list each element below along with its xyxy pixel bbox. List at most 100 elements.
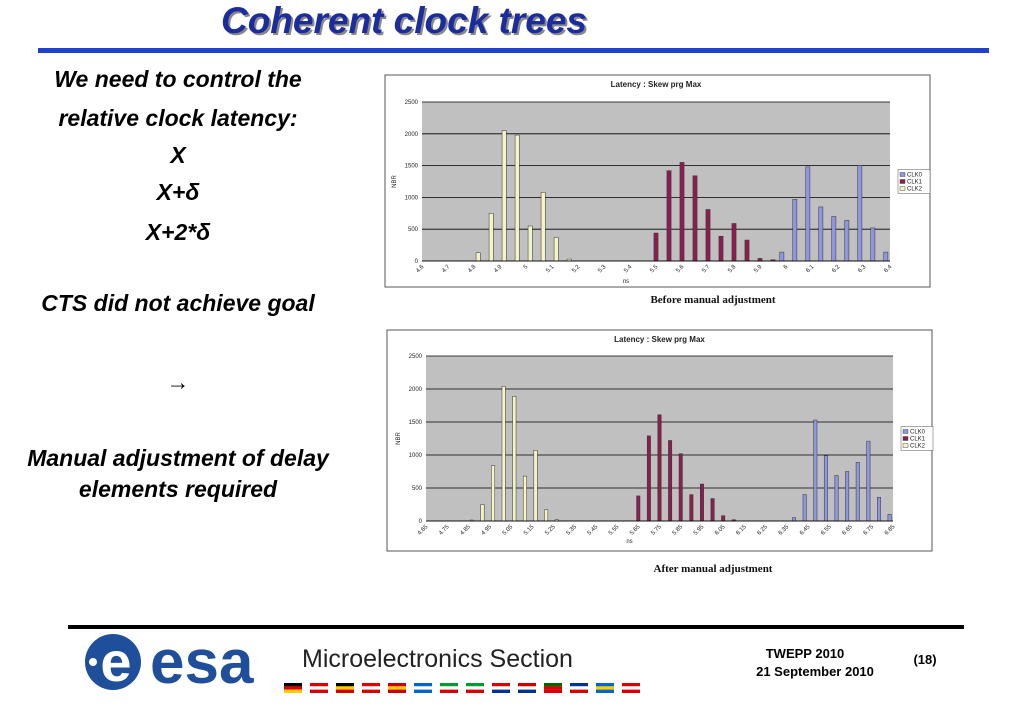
bar [668, 440, 673, 522]
legend-label: CLK2 [910, 444, 926, 450]
bar [845, 471, 850, 522]
x-tick-label: 5.3 [597, 264, 608, 275]
bar [831, 216, 837, 262]
y-tick-label: 2500 [405, 100, 419, 106]
bar [813, 419, 818, 522]
flag-part [440, 686, 458, 690]
legend-swatch [899, 179, 906, 184]
x-axis-label: ns [626, 539, 632, 545]
bar [792, 517, 797, 522]
bar [883, 251, 889, 262]
bar [855, 462, 860, 522]
text-line: X+2*δ [144, 219, 212, 245]
flag-part [518, 689, 536, 693]
x-tick-label: 4.8 [467, 264, 478, 275]
event: TWEPP 2010 [766, 646, 845, 661]
bar [657, 414, 662, 522]
y-tick-label: 2000 [409, 387, 423, 393]
y-axis-label: NBR [392, 175, 398, 188]
bar [877, 496, 881, 522]
bar [700, 483, 704, 522]
flag-part [310, 689, 328, 693]
logo-dot [89, 658, 97, 666]
text-line: relative clock latency: [58, 105, 297, 131]
flag-part [492, 689, 510, 693]
bar [491, 465, 496, 522]
y-tick-label: 0 [415, 259, 419, 265]
flag-part [570, 686, 588, 690]
bar [475, 252, 481, 262]
legend-label: CLK0 [910, 430, 926, 436]
text-line: Manual adjustment of delay [27, 445, 330, 471]
flags [284, 683, 640, 693]
y-tick-label: 1000 [405, 195, 419, 201]
bar [870, 227, 876, 262]
flag-part [622, 683, 640, 687]
legend-swatch [902, 443, 909, 448]
y-tick-label: 1000 [409, 453, 423, 459]
x-tick-label: 6.4 [883, 264, 894, 275]
bar [834, 475, 839, 522]
flag-part [544, 683, 562, 687]
legend-swatch [902, 436, 909, 441]
y-tick-label: 500 [412, 486, 423, 492]
flag-part [284, 689, 302, 693]
bar [792, 199, 798, 262]
y-tick-label: 2500 [409, 354, 423, 360]
section-name: Microelectronics Section [302, 645, 573, 673]
bar [540, 192, 546, 262]
flag-part [492, 683, 510, 687]
flag-part [544, 689, 562, 693]
caption: Before manual adjustment [650, 294, 775, 306]
x-tick-label: 5.9 [753, 264, 764, 275]
caption: After manual adjustment [654, 563, 773, 575]
flag-part [596, 686, 614, 690]
legend-swatch [902, 429, 909, 434]
bar [512, 396, 517, 522]
flag-part [440, 683, 458, 687]
x-tick-label: 6.2 [831, 264, 842, 275]
logo-e: e [100, 630, 131, 693]
flag-part [440, 689, 458, 693]
bar [802, 494, 807, 522]
x-tick-label: 5.4 [623, 264, 634, 275]
y-axis-label: NBR [396, 432, 402, 445]
flag-part [284, 686, 302, 690]
bar [779, 251, 785, 262]
flag-part [596, 689, 614, 693]
bar [823, 455, 828, 522]
flag-part [310, 683, 328, 687]
bar [818, 206, 824, 262]
flag-part [466, 683, 484, 687]
bar [488, 213, 494, 262]
bar [744, 239, 750, 262]
flag-part [362, 689, 380, 693]
flag-part [362, 683, 380, 687]
flag-part [284, 683, 302, 687]
x-axis-label: ns [623, 279, 629, 285]
bar [692, 175, 698, 262]
logo-circle [85, 634, 141, 690]
chart-title: Latency : Skew prg Max [614, 335, 705, 344]
bar [844, 220, 850, 262]
legend-label: CLK1 [907, 180, 923, 186]
bar [721, 515, 726, 522]
x-tick-label: 5.7 [701, 264, 712, 275]
y-tick-label: 500 [408, 227, 419, 233]
text-line: X [168, 142, 187, 168]
flag-part [414, 689, 432, 693]
y-tick-label: 1500 [405, 164, 419, 170]
bar [887, 514, 892, 522]
flag-part [466, 686, 484, 690]
x-tick-label: 4.9 [493, 264, 504, 275]
text-line: CTS did not achieve goal [41, 290, 315, 316]
x-tick-label: 6.1 [805, 264, 816, 275]
x-tick-label: 5.2 [571, 264, 582, 275]
flag-part [466, 689, 484, 693]
bar [527, 225, 533, 262]
bar [805, 166, 811, 262]
footer-rule [68, 625, 964, 629]
flag-part [336, 683, 354, 687]
bar [501, 386, 506, 522]
